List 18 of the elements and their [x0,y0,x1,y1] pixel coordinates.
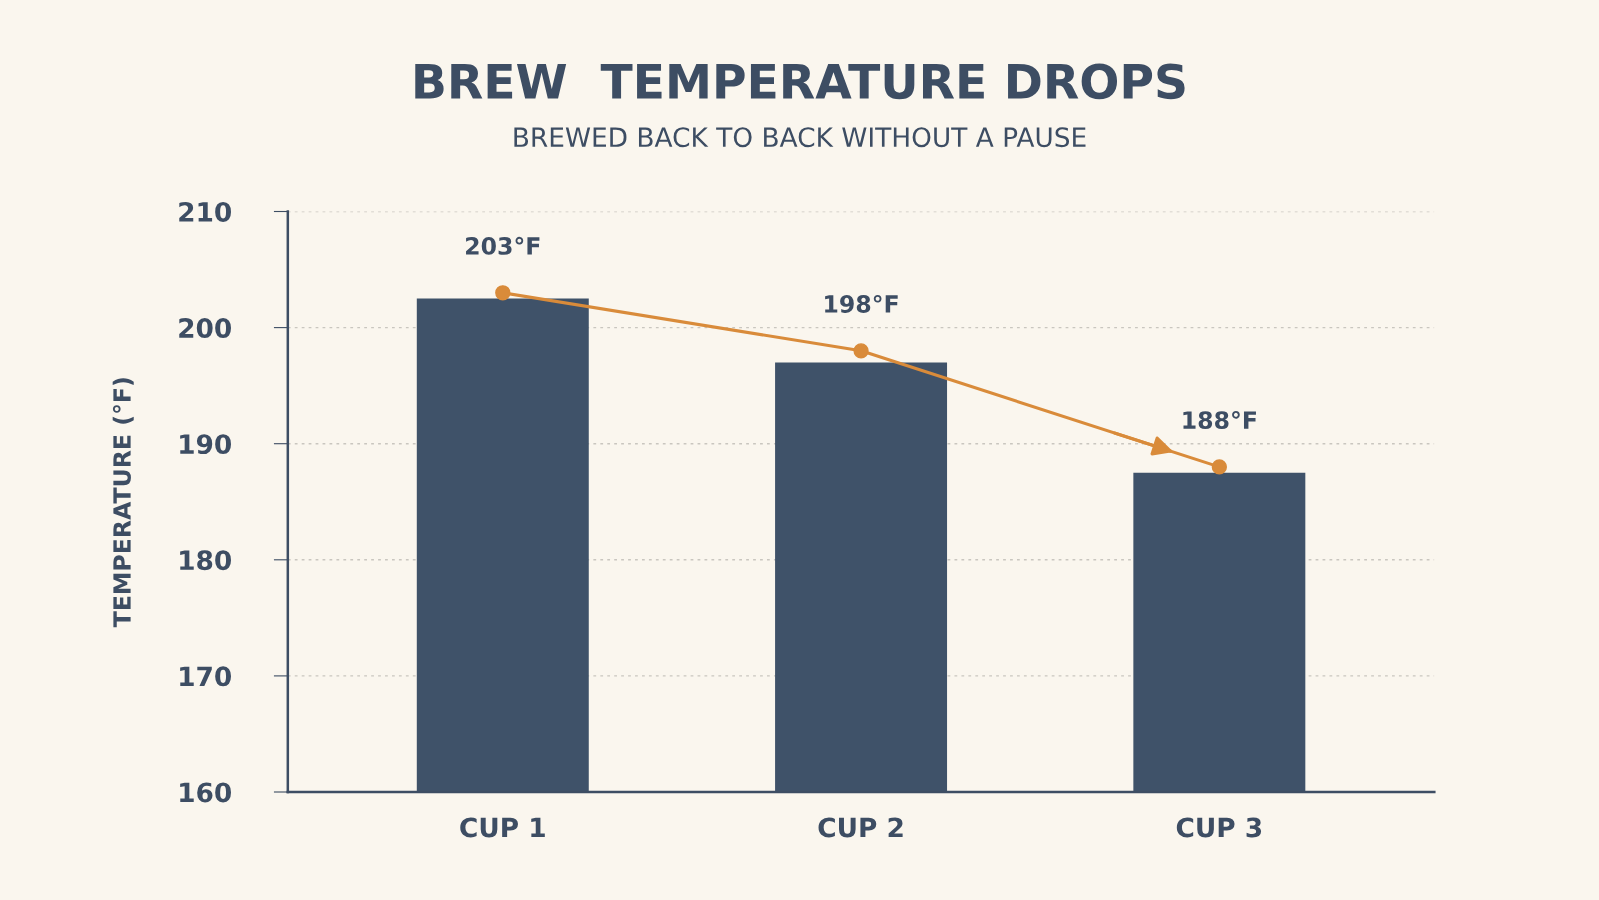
y-tick-label: 200 [179,318,231,338]
y-tick-label: 190 [180,434,231,455]
x-tick-label: CUP 3 [1176,817,1262,838]
y-tick-label: 160 [180,782,231,803]
y-axis-title: TEMPERATURE (°F) [112,378,134,628]
y-tick-label: 210 [179,201,231,222]
chart-title: BREW TEMPERATURE DROPS [415,63,1185,100]
point [495,285,511,301]
y-tick-label: 170 [180,666,231,687]
data-label: 198°F [825,294,898,313]
chart-subtitle: BREWED BACK TO BACK WITHOUT A PAUSE [514,127,1086,148]
point [853,343,869,359]
y-tick-label: 180 [180,550,231,571]
x-tick-label: CUP 1 [460,817,545,838]
data-label: 203°F [466,236,540,255]
x-tick-label: CUP 2 [818,817,903,838]
data-label: 188°F [1183,410,1256,430]
point [1211,459,1227,475]
